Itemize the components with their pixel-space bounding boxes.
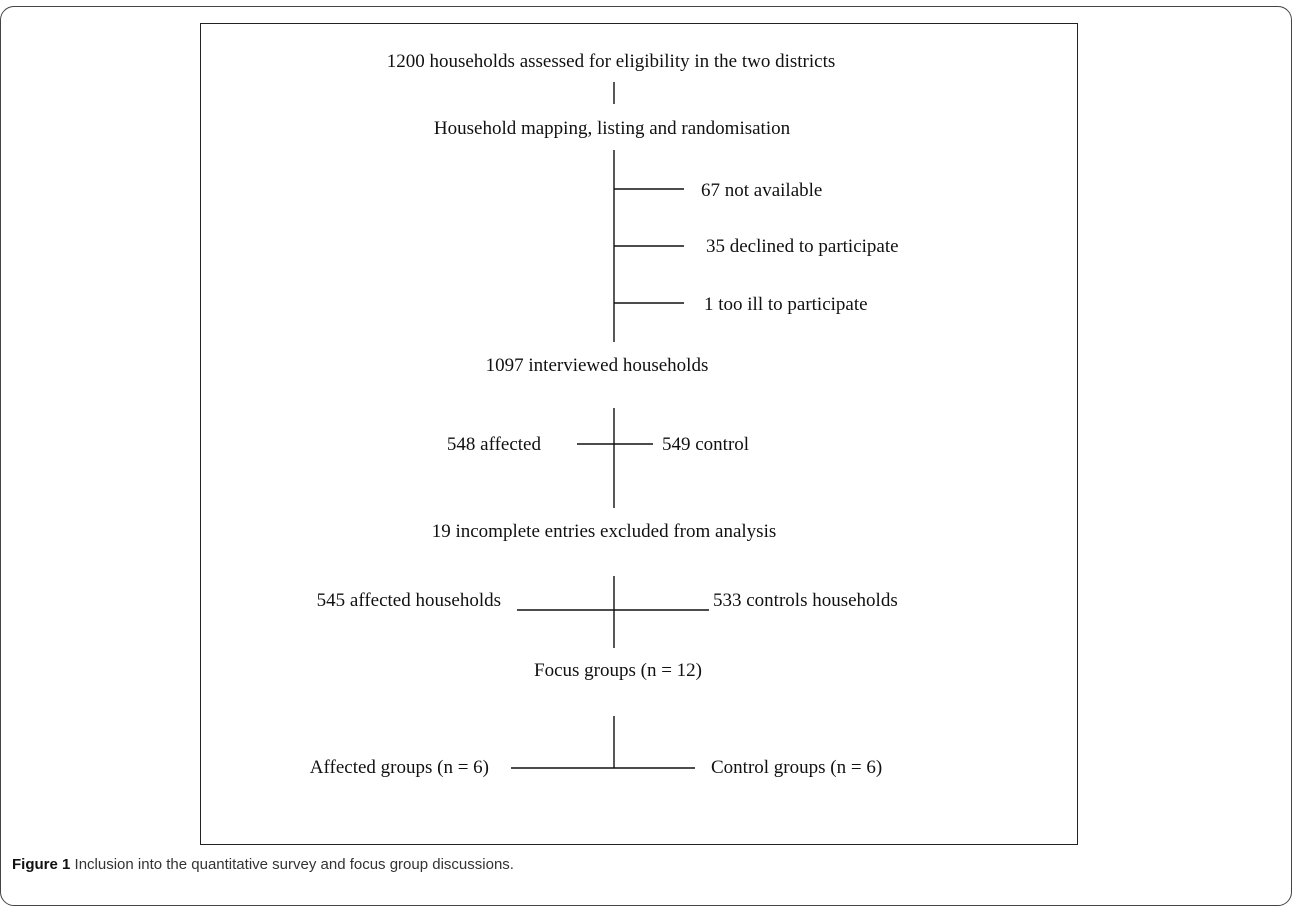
node-affected: 548 affected [447,434,542,455]
figure-caption: Figure 1 Inclusion into the quantitative… [12,856,514,873]
node-interviewed: 1097 interviewed households [486,355,709,376]
node-too-ill: 1 too ill to participate [704,294,868,315]
node-mapping: Household mapping, listing and randomisa… [434,118,791,139]
node-control-groups: Control groups (n = 6) [711,757,882,778]
node-incomplete: 19 incomplete entries excluded from anal… [432,521,777,542]
caption-text: Inclusion into the quantitative survey a… [70,856,514,873]
node-declined: 35 declined to participate [706,236,899,257]
flowchart-box [200,23,1078,845]
node-not-available: 67 not available [701,180,822,201]
node-control-households: 533 controls households [713,590,898,611]
node-assessed: 1200 households assessed for eligibility… [387,51,836,72]
node-control: 549 control [662,434,749,455]
node-focus-groups: Focus groups (n = 12) [534,660,702,681]
caption-label: Figure 1 [12,856,71,873]
node-affected-households: 545 affected households [317,590,501,611]
node-affected-groups: Affected groups (n = 6) [310,757,489,778]
